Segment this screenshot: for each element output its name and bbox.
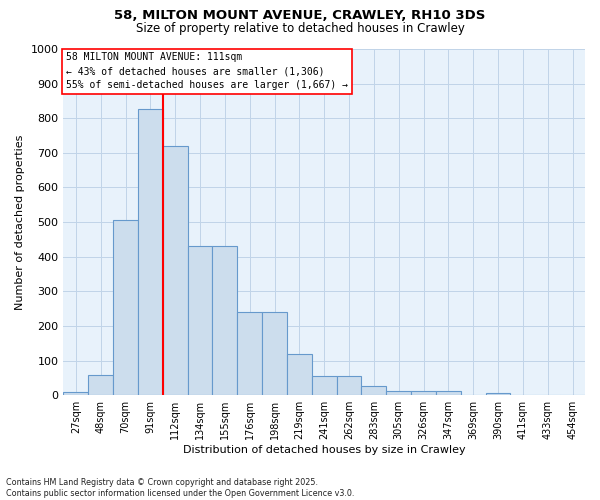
Bar [113,220,138,395]
Bar [386,391,411,395]
Bar [312,376,337,395]
Bar [262,312,287,395]
Bar [361,386,386,395]
Y-axis label: Number of detached properties: Number of detached properties [15,134,25,310]
Bar [188,246,212,395]
Bar [287,354,312,395]
Bar [64,392,88,395]
Text: Contains HM Land Registry data © Crown copyright and database right 2025.
Contai: Contains HM Land Registry data © Crown c… [6,478,355,498]
Bar [485,394,511,395]
Bar [337,376,361,395]
Bar [163,146,188,395]
Text: Size of property relative to detached houses in Crawley: Size of property relative to detached ho… [136,22,464,35]
Bar [436,391,461,395]
Text: 58 MILTON MOUNT AVENUE: 111sqm
← 43% of detached houses are smaller (1,306)
55% : 58 MILTON MOUNT AVENUE: 111sqm ← 43% of … [66,52,348,90]
Bar [212,246,237,395]
Bar [138,108,163,395]
Bar [88,375,113,395]
Bar [237,312,262,395]
Bar [411,391,436,395]
Text: 58, MILTON MOUNT AVENUE, CRAWLEY, RH10 3DS: 58, MILTON MOUNT AVENUE, CRAWLEY, RH10 3… [115,9,485,22]
X-axis label: Distribution of detached houses by size in Crawley: Distribution of detached houses by size … [183,445,466,455]
